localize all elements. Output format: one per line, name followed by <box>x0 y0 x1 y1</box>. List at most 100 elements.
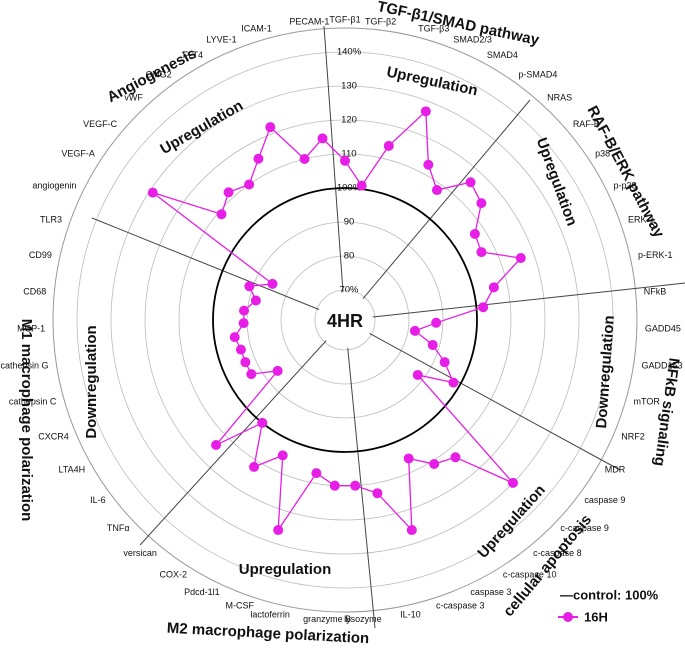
category-label: CD68 <box>23 287 46 297</box>
grid-circle <box>110 85 580 555</box>
grid-circle <box>314 289 376 351</box>
series-marker <box>427 339 438 350</box>
category-label: ICAM-1 <box>241 23 272 33</box>
series-marker <box>340 155 350 166</box>
series-marker <box>412 369 423 380</box>
series-marker <box>265 122 276 133</box>
series-marker <box>250 295 261 306</box>
regulation-label: Upregulation <box>533 135 581 228</box>
series-marker <box>478 302 489 313</box>
legend-label: 16H <box>584 609 608 624</box>
series-marker <box>431 317 442 328</box>
group-title: M1 macrophage polarization <box>18 319 35 522</box>
series-marker <box>409 325 420 336</box>
category-label: RAF-B <box>573 119 600 129</box>
category-label: c-caspase 8 <box>533 548 582 558</box>
category-label: TNFα <box>107 523 130 533</box>
category-label: SMAD2/3 <box>453 35 492 45</box>
center-disk <box>317 292 373 348</box>
divider <box>344 99 531 321</box>
series-marker <box>465 177 476 188</box>
regulation-label: Downregulation <box>593 315 618 429</box>
series-marker <box>403 453 414 464</box>
category-label: SMAD4 <box>487 50 518 60</box>
series-marker <box>350 480 361 491</box>
divider <box>344 319 376 629</box>
series-marker <box>450 452 461 463</box>
legend: —control: 100% 16H <box>558 587 659 624</box>
r-tick-label: 120 <box>341 115 357 126</box>
control-circle <box>212 187 478 453</box>
category-label: LTA4H <box>59 464 86 474</box>
category-label: mTOR <box>634 396 661 406</box>
group-title: NFkB signaling <box>651 357 683 467</box>
series-marker <box>239 305 250 316</box>
group-title: M2 macrophage polarization <box>166 620 369 648</box>
series-marker <box>216 209 227 220</box>
category-label: c-caspase 10 <box>503 569 557 579</box>
legend-control: —control: 100% <box>560 587 659 602</box>
category-label: c-caspase 9 <box>560 523 609 533</box>
series-marker <box>423 159 434 170</box>
divider <box>344 282 685 321</box>
series-marker <box>277 450 288 461</box>
divider <box>323 25 346 321</box>
category-label: TGF-β2 <box>365 17 396 27</box>
grid-circle <box>144 119 546 521</box>
r-tick-label: 130 <box>341 81 357 92</box>
series-marker <box>406 525 417 536</box>
category-label: versican <box>123 548 157 558</box>
r-tick-label: 80 <box>344 251 355 262</box>
category-label: vWF <box>124 93 143 103</box>
series-marker <box>244 179 255 190</box>
category-label: NRAS <box>547 93 572 103</box>
category-label: p-SMAD4 <box>518 70 557 80</box>
legend-marker <box>563 612 573 622</box>
category-label: cathepsin C <box>9 396 57 406</box>
series-marker <box>448 377 459 388</box>
category-label: VEGF-C <box>83 119 118 129</box>
series-marker <box>267 278 278 289</box>
category-label: M-CSF <box>226 600 255 610</box>
series-marker <box>469 228 480 239</box>
regulation-label: Upregulation <box>157 97 246 158</box>
category-label: c-caspase 3 <box>436 600 485 610</box>
category-label: IL-10 <box>400 609 421 619</box>
series-marker <box>429 459 440 470</box>
category-label: CXCR4 <box>38 431 69 441</box>
series-marker <box>240 357 251 368</box>
series-marker <box>476 247 487 258</box>
category-label: GADD153 <box>641 360 682 370</box>
series-marker <box>147 187 158 198</box>
r-tick-label: 110 <box>341 149 356 160</box>
series-marker <box>235 344 246 355</box>
r-tick-label: 70% <box>339 285 359 296</box>
category-label: Pdcd-1l1 <box>184 587 220 597</box>
series-line <box>152 109 523 533</box>
category-label: VEGF-A <box>61 149 95 159</box>
r-tick-label: 90 <box>344 217 355 228</box>
category-label: MDR <box>605 464 626 474</box>
category-label: TGF-β3 <box>418 23 449 33</box>
series-marker <box>476 198 487 209</box>
category-label: TLR3 <box>40 215 62 225</box>
series-marker <box>272 365 283 376</box>
grid-circle <box>280 255 410 385</box>
divider <box>344 319 621 471</box>
category-label: LYVE-1 <box>206 35 236 45</box>
series-marker <box>431 185 442 196</box>
category-label: p-p38 <box>614 181 637 191</box>
series-marker <box>238 318 249 329</box>
series-marker <box>439 357 450 368</box>
category-label: granzyme B <box>303 614 351 624</box>
category-label: lysozyme <box>344 614 382 624</box>
series-marker <box>257 417 268 428</box>
series-marker <box>246 369 257 380</box>
regulation-label: Upregulation <box>385 64 479 100</box>
category-label: ERK-1 <box>628 215 655 225</box>
category-label: CMG2 <box>146 70 172 80</box>
category-label: caspase 3 <box>470 587 511 597</box>
category-label: PECAM-1 <box>289 17 329 27</box>
series-marker <box>488 282 499 293</box>
